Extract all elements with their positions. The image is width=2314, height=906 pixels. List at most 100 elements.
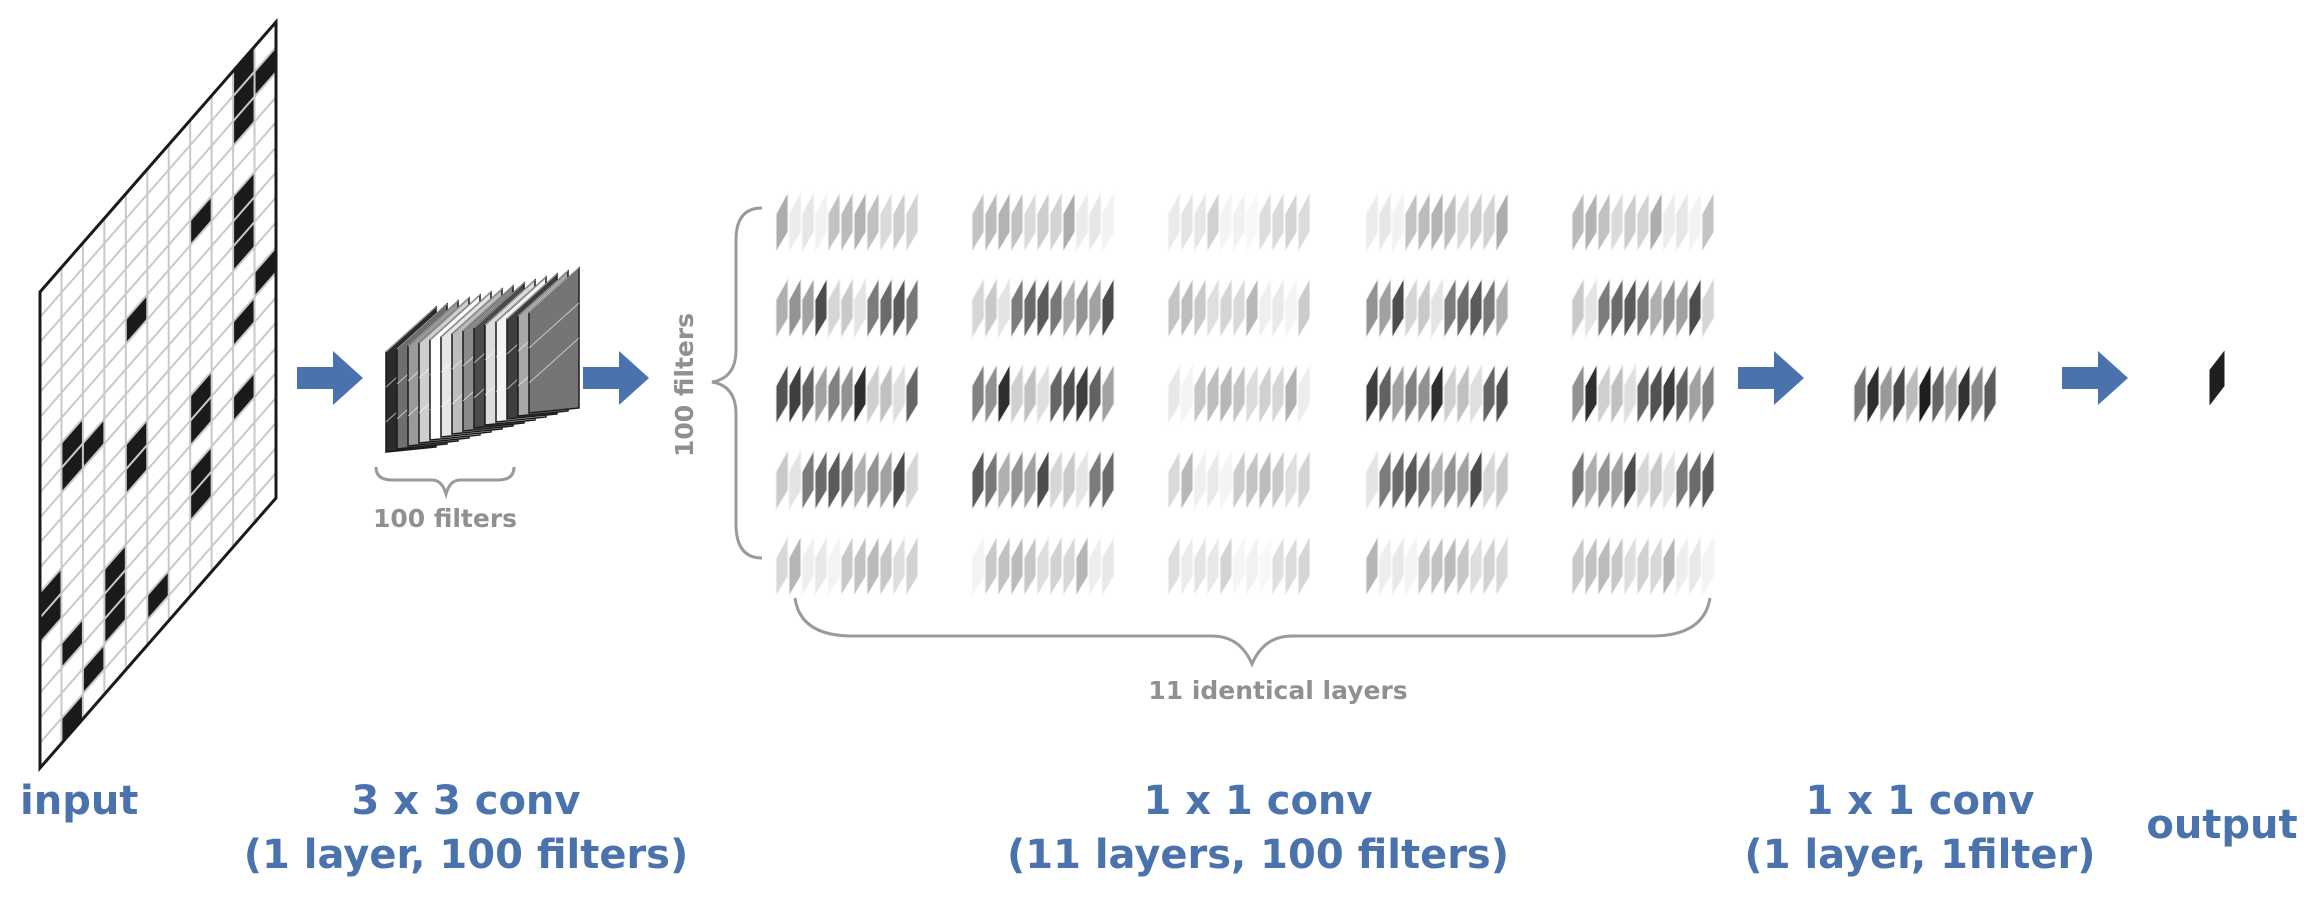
layer-filter-slice: [1049, 535, 1063, 598]
layer-filter-slice: [1701, 449, 1715, 512]
layer-filter-slice: [984, 277, 998, 340]
layer-filter-slice: [1245, 363, 1259, 426]
layer-filter-slice: [1271, 449, 1285, 512]
layer-filter-slice: [984, 363, 998, 426]
layer-filter-slice: [775, 363, 789, 426]
conv3-cell-line: [473, 282, 525, 329]
layer-filter-slice: [1391, 363, 1405, 426]
conv3-cell-line: [517, 270, 569, 317]
layer-filter-slice: [1404, 449, 1418, 512]
layer-filter-slice: [1258, 449, 1272, 512]
layer-filter-slice: [1023, 191, 1037, 254]
layer-filter-slice: [1232, 449, 1246, 512]
layer-filter-slice: [1193, 449, 1207, 512]
layer-filter-slice: [814, 363, 828, 426]
layer-filter-slice: [1023, 449, 1037, 512]
layer-filter-slice: [840, 363, 854, 426]
layer-filter-slice: [1219, 191, 1233, 254]
layer-filter-slice: [1167, 449, 1181, 512]
layer-filter-slice: [866, 363, 880, 426]
layer-filter-slice: [1623, 449, 1637, 512]
conv3-subtitle: (1 layer, 100 filters): [244, 832, 689, 878]
layer-filter-slice: [1232, 277, 1246, 340]
layer-filter-slice: [971, 191, 985, 254]
layer-filter-slice: [1456, 191, 1470, 254]
layers-brace: [793, 597, 1712, 668]
layer-filter-slice: [853, 449, 867, 512]
layer-filter-slice: [1571, 535, 1585, 598]
layer-filter-slice: [1597, 191, 1611, 254]
grid-cell-filled: [125, 444, 148, 495]
layer-filter-slice: [879, 277, 893, 340]
layer-filter-slice: [892, 191, 906, 254]
layer-filter-slice: [1062, 449, 1076, 512]
layer-filter-slice: [1245, 191, 1259, 254]
layer-filter-slice: [801, 191, 815, 254]
layer-filter-slice: [1010, 535, 1024, 598]
layer-filter-slice: [1430, 535, 1444, 598]
layer-filter-slice: [1417, 277, 1431, 340]
layer-filter-slice: [827, 363, 841, 426]
layer-filter-slice: [1636, 191, 1650, 254]
layer-filter-slice: [1297, 449, 1311, 512]
layer-filter-slice: [801, 277, 815, 340]
layer-filter-slice: [905, 277, 919, 340]
grid-line-horizontal: [39, 472, 277, 744]
layer-filter-slice: [1456, 277, 1470, 340]
layer-filter-slice: [1482, 449, 1496, 512]
conv3-cell-line: [462, 285, 514, 332]
layer-filter-slice: [1206, 277, 1220, 340]
layer-filter-slice: [1495, 277, 1509, 340]
layer-filter-slice: [1417, 363, 1431, 426]
conv3-cell-line: [528, 267, 580, 314]
layer-filter-slice: [827, 449, 841, 512]
layer-filter-slice: [1062, 277, 1076, 340]
layer-filter-slice: [1649, 191, 1663, 254]
layer-filter-slice: [1010, 363, 1024, 426]
layer-filter-slice: [1378, 535, 1392, 598]
layer-filter-slice: [1495, 363, 1509, 426]
layer-filter-slice: [814, 191, 828, 254]
layer-filter-slice: [1430, 449, 1444, 512]
layer-filter-slice: [866, 535, 880, 598]
layer-filter-slice: [1495, 191, 1509, 254]
layer-filter-slice: [1075, 449, 1089, 512]
layer-filter-slice: [1597, 535, 1611, 598]
layer-filter-slice: [971, 363, 985, 426]
conv3x3-filter-block: [385, 266, 580, 453]
layer-filter-slice: [1482, 363, 1496, 426]
grid-cell-filled: [125, 294, 148, 345]
layer-filter-slice: [1101, 277, 1115, 340]
layer-filter-slice: [1062, 363, 1076, 426]
layer-filter-slice: [1193, 191, 1207, 254]
input-grid: [38, 18, 278, 772]
layer-filter-slice: [984, 191, 998, 254]
layer-filter-slice: [1623, 363, 1637, 426]
layer-filter-slice: [1571, 449, 1585, 512]
layer-filter-slice: [905, 449, 919, 512]
layer-filter-slice: [1404, 535, 1418, 598]
layer-filter-slice: [1649, 277, 1663, 340]
arrow-1: [297, 351, 363, 405]
final-conv-filter-strip: [1853, 363, 1997, 426]
layer-filter-slice: [1636, 277, 1650, 340]
layer-filter-slice: [879, 449, 893, 512]
filters-brace-bottom: [374, 466, 516, 500]
layer-filter-slice: [1378, 449, 1392, 512]
layer-filter-slice: [1391, 191, 1405, 254]
layer-filter-slice: [892, 363, 906, 426]
conv1-title: 1 x 1 conv: [1144, 778, 1373, 824]
layer-filter-slice: [814, 535, 828, 598]
layer-filter-slice: [1088, 191, 1102, 254]
layer-filter-slice: [997, 363, 1011, 426]
layer-filter-slice: [827, 191, 841, 254]
conv3-cell-line: [495, 276, 547, 323]
grid-line-horizontal: [39, 296, 277, 569]
layer-filter-slice: [1365, 191, 1379, 254]
grid-cell-filled: [40, 593, 62, 643]
layer-filter-slice: [1245, 449, 1259, 512]
layer-filter-slice: [1662, 191, 1676, 254]
layer-filter-slice: [892, 277, 906, 340]
layer-filter-slice: [853, 191, 867, 254]
